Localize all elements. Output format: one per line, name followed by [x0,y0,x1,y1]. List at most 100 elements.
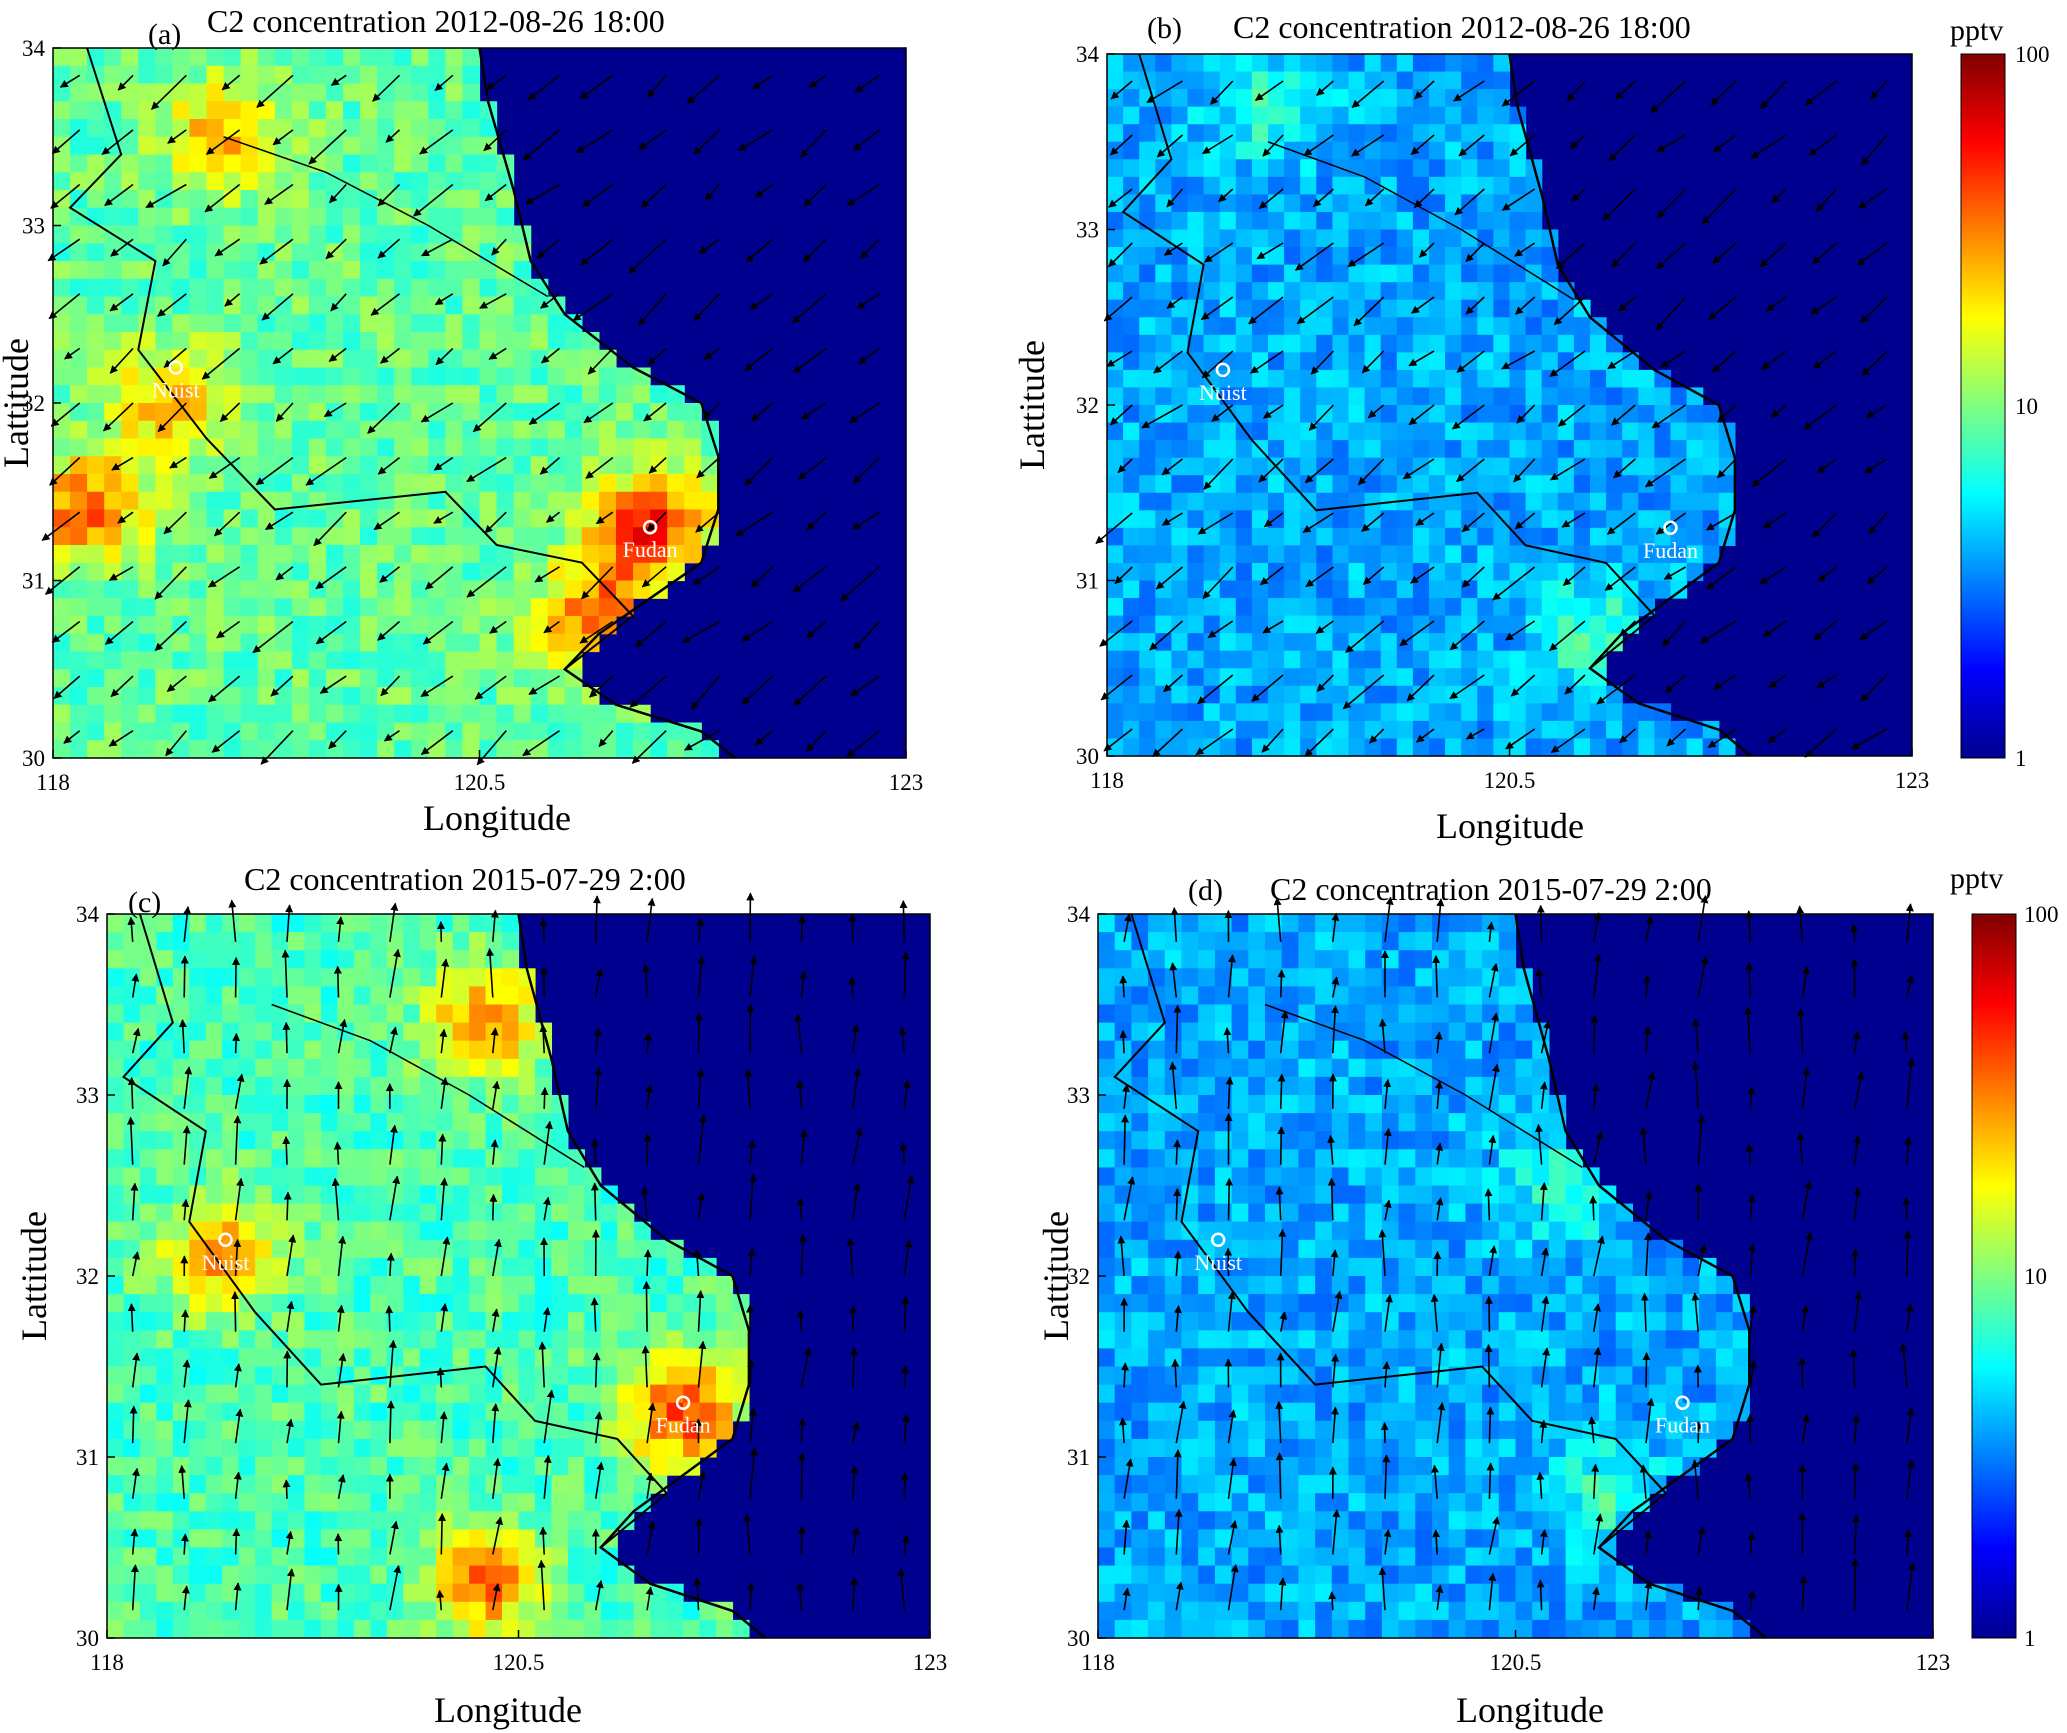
heat-cell [684,438,702,457]
heat-cell [1445,405,1462,424]
heat-cell [240,722,259,741]
heat-cell [1380,352,1398,371]
heat-cell [462,314,481,333]
heat-cell [617,1565,635,1585]
heat-cell [469,1511,487,1530]
heat-cell [1461,527,1478,546]
heat-cell [1432,950,1450,969]
heat-cell [1332,422,1350,441]
heat-cell [320,1366,339,1386]
wind-arrow [646,511,667,532]
heat-cell [325,65,344,85]
heat-cell [683,1257,701,1277]
heat-cell [1251,545,1269,564]
heat-cell [370,1402,388,1422]
heat-cell [496,367,515,386]
heat-cell [274,48,293,67]
heat-cell [1107,369,1124,389]
heat-cell [1235,159,1253,178]
heat-cell [1477,194,1494,213]
wind-arrow [380,347,400,364]
heat-cell [411,651,429,670]
heat-cell [288,1601,306,1621]
heat-cell [1718,738,1736,757]
heat-cell [377,172,395,191]
heat-cell [485,1113,503,1132]
heat-cell [534,1457,553,1476]
heat-cell [139,1312,157,1331]
heat-cell [1557,562,1575,582]
heat-cell [257,48,276,67]
heat-cell [107,1348,125,1368]
heat-cell [87,704,105,724]
heat-cell [370,1149,388,1168]
heat-cell [462,48,481,67]
heat-cell [1219,405,1237,424]
heat-cell [584,1257,602,1277]
wind-arrow [49,457,81,486]
site-marker [1663,520,1678,536]
heat-cell [394,385,412,404]
heat-cell [1445,615,1462,634]
heat-cell [291,633,310,653]
heat-cell [138,278,156,298]
heat-cell [1171,598,1189,617]
heat-cell [1332,247,1350,266]
wind-arrow [1860,674,1888,702]
heat-cell [1606,545,1623,564]
heat-cell [1171,282,1189,301]
wind-arrow [703,402,720,420]
heat-cell [683,1384,701,1404]
heat-cell [304,1185,322,1205]
heat-cell [1316,369,1333,389]
heat-cell [320,1040,339,1060]
heat-cell [428,207,446,227]
heat-cell [1380,738,1398,757]
heat-cell [291,385,310,404]
heat-cell [1364,211,1382,231]
wind-arrow [270,675,294,697]
heat-cell [1281,1149,1299,1168]
heat-cell [325,438,344,457]
heat-cell [255,1384,273,1404]
heat-cell [1525,194,1543,213]
heat-cell [699,1348,717,1368]
heat-cell [1365,914,1383,933]
heat-cell [1541,352,1559,371]
heat-cell [1107,124,1124,143]
site-marker [1215,362,1231,378]
heat-cell [469,1221,487,1241]
heat-cell [633,1384,651,1404]
heat-cell [534,1438,553,1458]
heat-cell [370,1475,388,1494]
heat-cell [1203,475,1221,494]
heat-cell [436,914,454,933]
heat-cell [567,1221,585,1241]
heat-cell [1203,738,1221,757]
heat-cell [222,1601,240,1621]
heat-cell [1219,598,1237,617]
heat-cell [419,1583,437,1603]
heat-cell [107,1493,125,1512]
heat-cell [370,1221,388,1241]
heat-cell [1482,1076,1500,1096]
heat-cell [1396,492,1414,511]
wind-arrow [1451,404,1485,430]
heat-cell [255,1239,273,1259]
wind-arrow [805,620,827,639]
heat-cell [403,1149,421,1168]
heat-cell [1432,986,1450,1006]
heat-cell [238,1330,256,1349]
wind-arrow [1870,80,1888,100]
heat-cell [496,420,515,440]
heat-cell [1348,580,1366,599]
heat-cell [1268,352,1285,371]
heat-cell [564,438,583,457]
heat-cell [288,1457,306,1476]
heat-cell [255,1529,273,1549]
heat-cell [238,1366,256,1386]
heat-cell [222,1221,240,1241]
heat-cell [308,349,327,369]
heat-cell [1251,282,1269,301]
wind-arrow [433,456,454,471]
